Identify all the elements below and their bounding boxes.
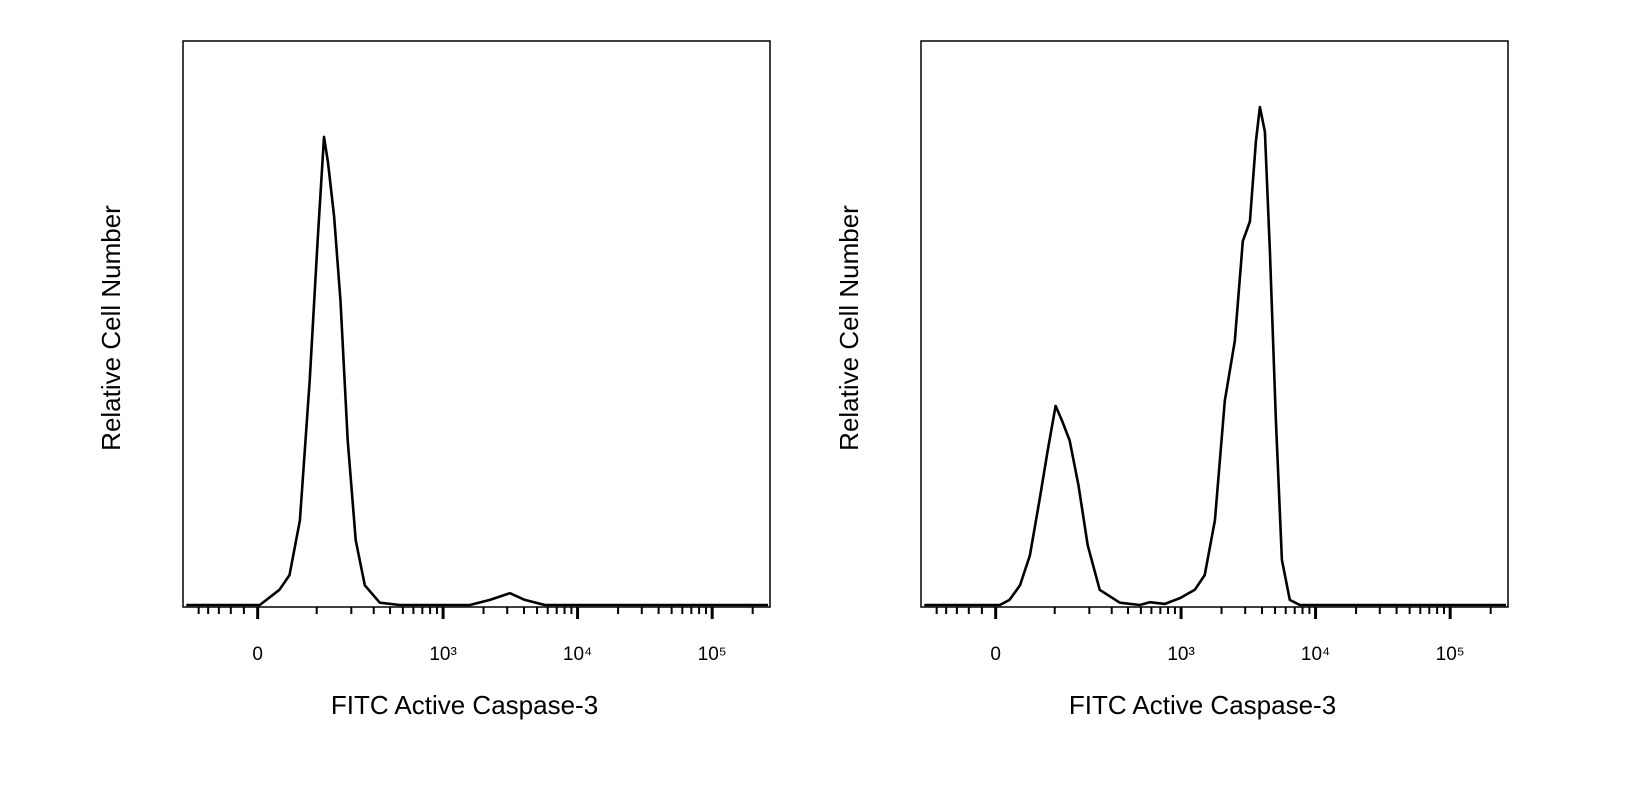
x-tick-label: 0	[252, 644, 263, 665]
x-tick-label: 10³	[429, 644, 456, 665]
plot-frame	[182, 40, 771, 608]
x-tick-label: 10³	[1167, 644, 1194, 665]
x-tick-label: 10⁵	[698, 644, 727, 665]
plot-frame	[920, 40, 1509, 608]
x-tick-label: 10⁴	[563, 644, 592, 665]
y-axis-label: Relative Cell Number	[834, 205, 864, 451]
x-axis-label: FITC Active Caspase-3	[331, 690, 598, 720]
x-tick-label: 10⁵	[1436, 644, 1465, 665]
histogram-curve	[924, 105, 1506, 607]
x-tick-label: 0	[990, 644, 1001, 665]
x-axis-label: FITC Active Caspase-3	[1069, 690, 1336, 720]
y-axis-label: Relative Cell Number	[96, 205, 126, 451]
histogram-curve	[186, 135, 768, 607]
x-tick-label: 10⁴	[1301, 644, 1330, 665]
